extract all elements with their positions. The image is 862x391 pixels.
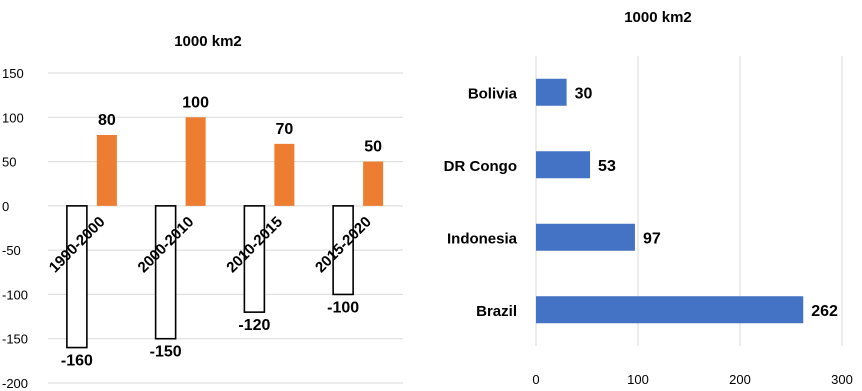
left-bar-series-2	[185, 117, 206, 206]
left-chart: 1000 km2 -200 -150 -100 -50 0 50 100 150 -160 80 -…	[2, 33, 403, 391]
left-y-tick-label: -200	[2, 376, 28, 391]
left-data-label: -150	[150, 344, 182, 361]
left-bar-series-2	[274, 143, 295, 206]
right-data-label: 53	[598, 158, 616, 175]
right-x-tick-label: 300	[831, 372, 853, 387]
left-data-label: 70	[275, 121, 293, 138]
left-data-label: 50	[364, 139, 382, 156]
right-x-tick-label: 200	[729, 372, 751, 387]
right-chart: 1000 km2 0 100 200 300 30 Bolivia 53 DR Congo 97…	[444, 9, 853, 387]
right-bar	[536, 78, 567, 106]
left-data-label: -100	[327, 299, 359, 316]
left-data-label: 100	[182, 94, 209, 111]
right-category-label: DR Congo	[444, 158, 517, 175]
left-y-tick-label: 0	[2, 199, 9, 214]
right-category-label: Indonesia	[447, 230, 518, 247]
left-bar-series-2	[363, 161, 384, 206]
left-y-tick-label: 50	[2, 155, 16, 170]
left-bar-series-1	[66, 205, 88, 349]
right-data-label: 262	[811, 303, 838, 320]
left-y-tick-label: -100	[2, 287, 28, 302]
right-data-label: 30	[575, 85, 593, 102]
right-chart-title: 1000 km2	[624, 9, 692, 26]
right-x-tick-label: 100	[627, 372, 649, 387]
left-bar-series-1	[243, 205, 266, 313]
left-data-label: -120	[238, 317, 270, 334]
left-chart-title: 1000 km2	[174, 33, 242, 50]
right-bar	[536, 296, 804, 324]
left-data-label: -160	[61, 353, 93, 370]
left-bar-series-2	[96, 135, 117, 206]
right-category-label: Brazil	[476, 303, 517, 320]
left-y-tick-label: -150	[2, 332, 28, 347]
right-bar	[536, 223, 635, 251]
left-y-tick-label: -50	[2, 243, 21, 258]
right-data-label: 97	[643, 230, 661, 247]
left-bar-series-1	[154, 205, 177, 340]
left-data-label: 80	[98, 112, 116, 129]
left-bar-series-1	[332, 205, 354, 296]
left-y-tick-label: 100	[2, 110, 24, 125]
right-x-tick-label: 0	[532, 372, 539, 387]
right-bar	[536, 151, 591, 179]
left-y-tick-label: 150	[2, 66, 24, 81]
right-category-label: Bolivia	[468, 85, 518, 102]
